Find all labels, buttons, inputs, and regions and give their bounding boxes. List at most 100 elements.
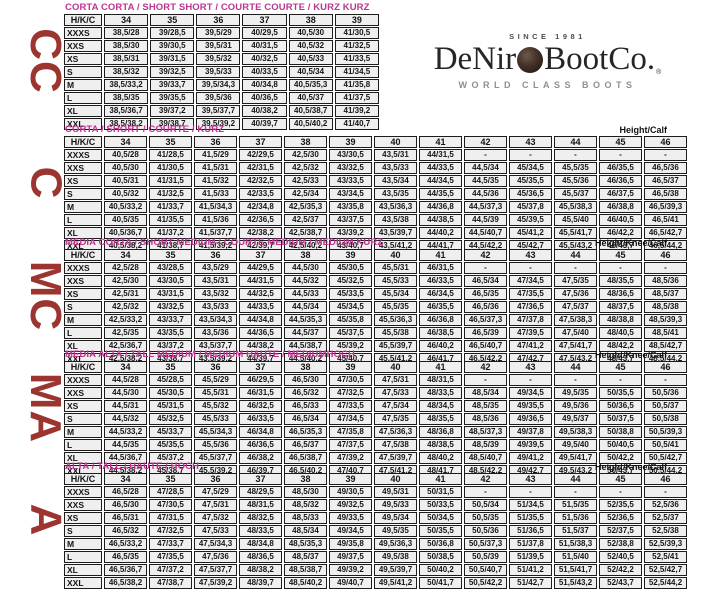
size-table: H/K/C 34 35 36 37 38 39 40 41 42 43 44 45 46 XXXS 44,5/…: [62, 360, 689, 478]
table-row: XS 42,5/31 43/31,5 43,5/32 44/32,5 44,5/33 45/…: [64, 288, 687, 300]
size-cell: 47/34,5: [509, 275, 552, 287]
table-row: S 38,5/32 39/32,5 39,5/33 40/33,5 40,5/34 41/3…: [64, 66, 379, 78]
row-label: XXL: [64, 577, 102, 589]
table-row: S 40,5/32 41/32,5 41,5/33 42/33,5 42,5/34 43/3…: [64, 188, 687, 200]
size-cell: 45,5/34: [374, 288, 417, 300]
size-cell: 48/39,7: [239, 577, 282, 589]
size-cell: 40,5/30: [104, 162, 147, 174]
size-cell: 43/30,5: [329, 149, 372, 161]
column-header: 45: [599, 136, 642, 148]
size-cell: 49,5/38,3: [554, 426, 597, 438]
size-cell: 46,5/33,2: [104, 538, 147, 550]
column-header: 34: [104, 361, 147, 373]
size-cell: 50/35,5: [419, 525, 462, 537]
size-cell: 50/40,5: [599, 439, 642, 451]
row-label: XL: [64, 564, 102, 576]
size-cell: 42,5/31: [104, 288, 147, 300]
column-header: 41: [419, 249, 462, 261]
size-cell: 50,5/42,7: [644, 452, 687, 464]
corner-header: H/K/C: [64, 14, 102, 26]
size-cell: 49,5/33: [374, 499, 417, 511]
size-cell: 43/30,5: [149, 275, 192, 287]
size-cell: 45,5/35: [554, 162, 597, 174]
size-cell: 48,5/30: [284, 486, 327, 498]
row-label: XS: [64, 400, 102, 412]
column-header: 46: [644, 361, 687, 373]
column-header: 41: [419, 361, 462, 373]
size-cell: 44/36,8: [419, 201, 462, 213]
size-cell: 46,5/34: [464, 275, 507, 287]
size-cell: 46/40,5: [599, 214, 642, 226]
table-row: S 46,5/32 47/32,5 47,5/33 48/33,5 48,5/34 49/3…: [64, 525, 687, 537]
size-cell: 45/39,2: [329, 340, 372, 352]
size-cell: 43,5/29: [194, 262, 237, 274]
size-cell: 47,5/39,2: [194, 577, 237, 589]
size-cell: 50,5/37: [644, 400, 687, 412]
table-row: XXL 46,5/38,2 47/38,7 47,5/39,2 48/39,7 48,5/…: [64, 577, 687, 589]
size-cell: 41/30,5: [149, 162, 192, 174]
size-cell: 46/40,2: [419, 340, 462, 352]
size-cell: 48,5/37: [644, 288, 687, 300]
size-cell: 45/37,8: [509, 201, 552, 213]
size-cell: 45,5/34,3: [194, 426, 237, 438]
size-cell: 44,5/35: [104, 439, 147, 451]
size-cell: 47/28,5: [149, 486, 192, 498]
column-header: 41: [419, 473, 462, 485]
size-table: H/K/C 34 35 36 37 38 39 XXXS 38,5/28 39/28,5 39,5/…: [62, 13, 381, 131]
size-cell: 49/34,5: [329, 525, 372, 537]
size-cell: 43/37,2: [149, 340, 192, 352]
row-label: XXXS: [64, 149, 102, 161]
size-cell: 39,5/32: [196, 53, 241, 65]
size-cell: 43/32,5: [149, 301, 192, 313]
size-cell: 42,5/37: [284, 214, 327, 226]
size-cell: 48/36,5: [239, 551, 282, 563]
size-cell: 39/38,7: [150, 118, 195, 130]
column-header: 37: [239, 136, 282, 148]
size-cell: 46/42,2: [599, 227, 642, 239]
size-cell: 45/34,5: [509, 162, 552, 174]
row-label: XXS: [64, 499, 102, 511]
size-cell: 45,5/32: [194, 400, 237, 412]
size-cell: 43,5/34,3: [194, 314, 237, 326]
table-row: XXS 40,5/30 41/30,5 41,5/31 42/31,5 42,5/32 43…: [64, 162, 687, 174]
size-cell: -: [509, 486, 552, 498]
table-title-row: CORTA / SHORT / COURTE / KURZ Height/Calf: [64, 124, 691, 135]
row-label: S: [64, 525, 102, 537]
size-cell: 40/34,8: [242, 79, 287, 91]
size-cell: 51/42,7: [509, 577, 552, 589]
row-label: M: [64, 426, 102, 438]
brand-name-suffix: BootCo.: [544, 41, 656, 77]
size-cell: 49/32,5: [329, 499, 372, 511]
size-cell: 51,5/36: [554, 512, 597, 524]
table-title: MEDIA CORTA / SHORT MEDIUM / COURTE MEDI…: [65, 237, 384, 248]
size-cell: 50,5/39,3: [644, 426, 687, 438]
column-header: 40: [374, 249, 417, 261]
size-cell: 48/36,8: [419, 426, 462, 438]
column-header: 38: [288, 14, 333, 26]
size-cell: 51/35,5: [509, 512, 552, 524]
size-cell: 46,5/28: [104, 486, 147, 498]
size-cell: 42,5/33: [284, 175, 327, 187]
size-cell: 45,5/33: [194, 413, 237, 425]
row-label: XXS: [64, 40, 102, 52]
size-cell: 45,5/36,3: [374, 314, 417, 326]
header-row: H/K/C 34 35 36 37 38 39: [64, 14, 379, 26]
column-header: 35: [150, 14, 195, 26]
size-cell: 46,5/35: [464, 288, 507, 300]
size-cell: 46,5/32: [104, 525, 147, 537]
size-cell: 51,5/38,3: [554, 538, 597, 550]
size-cell: -: [554, 149, 597, 161]
size-cell: 43/33,7: [149, 314, 192, 326]
size-cell: 43,5/31: [374, 149, 417, 161]
size-cell: 42,5/34: [284, 188, 327, 200]
table-row: M 46,5/33,2 47/33,7 47,5/34,3 48/34,8 48,5/35…: [64, 538, 687, 550]
table-row: XL 40,5/36,7 41/37,2 41,5/37,7 42/38,2 42,5/3…: [64, 227, 687, 239]
table-row: XXXS 44,5/28 45/28,5 45,5/29 46/29,5 46,5/30 4…: [64, 374, 687, 386]
size-cell: 39,5/29: [196, 27, 241, 39]
column-header: 38: [284, 361, 327, 373]
size-cell: 47,5/36,3: [374, 426, 417, 438]
size-cell: 52,5/42,7: [644, 564, 687, 576]
table-row: M 38,5/33,2 39/33,7 39,5/34,3 40/34,8 40,5/35…: [64, 79, 379, 91]
size-cell: 52,5/37: [644, 512, 687, 524]
size-cell: 49/41,2: [509, 452, 552, 464]
